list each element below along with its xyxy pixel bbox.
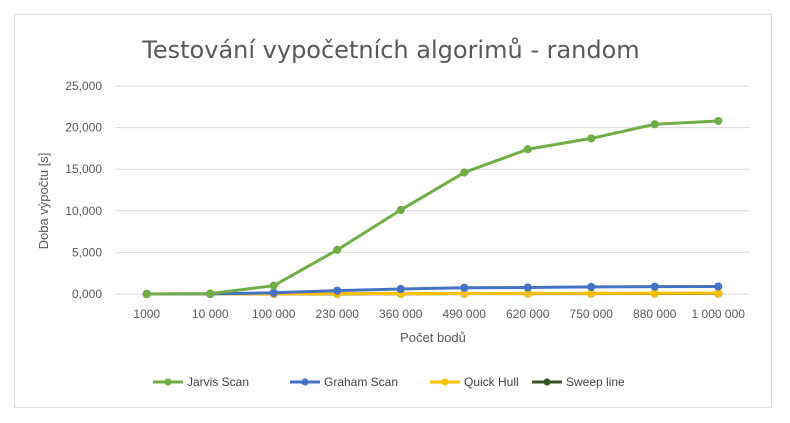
data-point bbox=[333, 286, 342, 295]
legend-marker bbox=[301, 378, 309, 386]
data-point bbox=[587, 282, 596, 292]
data-point bbox=[206, 289, 215, 298]
legend-marker bbox=[543, 378, 551, 386]
data-point bbox=[714, 282, 723, 291]
data-point bbox=[714, 289, 723, 298]
chart-title: Testování vypočetních algorimů - random bbox=[141, 36, 639, 64]
data-point bbox=[460, 168, 469, 177]
legend-item: Sweep line bbox=[532, 375, 625, 389]
x-tick-label: 1000 bbox=[133, 307, 160, 321]
x-tick-label: 1 000 000 bbox=[692, 307, 746, 321]
data-point bbox=[523, 283, 532, 292]
x-tick-label: 490 000 bbox=[443, 307, 487, 321]
y-tick-label: 25,000 bbox=[65, 79, 102, 93]
data-point bbox=[333, 245, 342, 255]
data-point bbox=[523, 145, 532, 154]
x-tick-label: 100 000 bbox=[252, 307, 296, 321]
legend-label: Graham Scan bbox=[324, 375, 398, 389]
y-axis-ticks: 0,000 5,000 10,000 15,000 20,000 25,000 bbox=[65, 79, 102, 301]
legend-item: Quick Hull bbox=[430, 375, 519, 389]
data-point bbox=[714, 116, 723, 126]
legend-label: Sweep line bbox=[566, 375, 625, 389]
y-tick-label: 10,000 bbox=[65, 204, 102, 218]
series-line bbox=[145, 119, 720, 296]
data-point bbox=[650, 282, 659, 291]
x-tick-label: 750 000 bbox=[570, 307, 614, 321]
legend-marker bbox=[164, 378, 172, 386]
x-tick-label: 10 000 bbox=[192, 307, 229, 321]
legend-item: Graham Scan bbox=[290, 375, 398, 389]
data-point bbox=[460, 283, 469, 292]
y-tick-label: 15,000 bbox=[65, 162, 102, 176]
legend-label: Jarvis Scan bbox=[187, 375, 249, 389]
plot-series bbox=[142, 116, 723, 299]
data-point bbox=[142, 289, 151, 299]
x-axis-ticks: 1000 10 000 100 000 230 000 360 000 490 000 62… bbox=[133, 307, 745, 321]
series-line bbox=[145, 285, 720, 296]
data-point bbox=[650, 120, 659, 129]
legend-label: Quick Hull bbox=[464, 375, 519, 389]
y-tick-label: 5,000 bbox=[72, 245, 102, 259]
x-tick-label: 230 000 bbox=[316, 307, 360, 321]
legend-marker bbox=[441, 378, 449, 386]
x-tick-label: 880 000 bbox=[633, 307, 677, 321]
y-axis-title: Doba výpočtu [s] bbox=[36, 153, 51, 250]
data-point bbox=[587, 134, 596, 143]
y-tick-label: 20,000 bbox=[65, 121, 102, 135]
data-point bbox=[269, 288, 278, 297]
x-axis-title: Počet bodů bbox=[400, 330, 466, 345]
legend-item: Jarvis Scan bbox=[153, 375, 249, 389]
data-point bbox=[396, 284, 405, 294]
x-tick-label: 620 000 bbox=[506, 307, 550, 321]
legend: Jarvis Scan Graham Scan Quick Hull Sweep li… bbox=[153, 375, 625, 389]
data-point bbox=[396, 205, 405, 215]
y-tick-label: 0,000 bbox=[72, 287, 102, 301]
x-tick-label: 360 000 bbox=[379, 307, 423, 321]
series-jarvis-scan bbox=[142, 116, 723, 299]
data-point bbox=[269, 281, 278, 290]
